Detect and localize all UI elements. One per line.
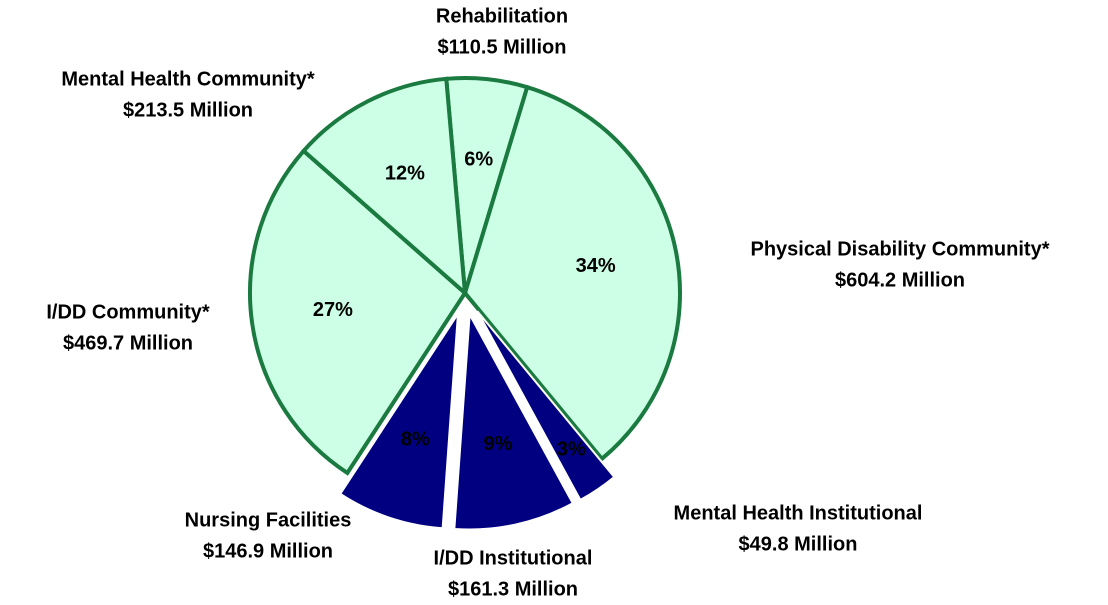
pie-slice xyxy=(248,148,468,476)
percent-label: 9% xyxy=(484,433,513,455)
percent-label: 6% xyxy=(464,149,493,171)
amount-label: $161.3 Million xyxy=(448,578,578,600)
pie-slice xyxy=(476,310,616,502)
percent-label: 8% xyxy=(401,428,430,450)
pie-slice xyxy=(462,84,682,462)
category-label: Nursing Facilities xyxy=(185,509,352,531)
amount-label: $146.9 Million xyxy=(203,540,333,562)
category-label: Mental Health Institutional xyxy=(674,502,923,524)
pie-slice xyxy=(300,76,468,298)
category-label: Mental Health Community* xyxy=(61,68,315,90)
category-label: I/DD Community* xyxy=(46,301,210,323)
pie-slice xyxy=(453,311,575,531)
percent-label: 27% xyxy=(313,299,353,321)
amount-label: $469.7 Million xyxy=(63,332,193,354)
amount-label: $110.5 Million xyxy=(438,36,567,58)
pie-slice xyxy=(338,310,460,530)
category-label: Rehabilitation xyxy=(436,5,568,27)
amount-label: $213.5 Million xyxy=(123,99,253,121)
percent-label: 12% xyxy=(385,162,425,184)
category-label: Physical Disability Community* xyxy=(751,238,1050,260)
amount-label: $604.2 Million xyxy=(835,269,965,291)
percent-label: 3% xyxy=(557,438,586,460)
percent-label: 34% xyxy=(576,255,616,277)
amount-label: $49.8 Million xyxy=(739,533,858,555)
category-label: I/DD Institutional xyxy=(434,547,593,569)
